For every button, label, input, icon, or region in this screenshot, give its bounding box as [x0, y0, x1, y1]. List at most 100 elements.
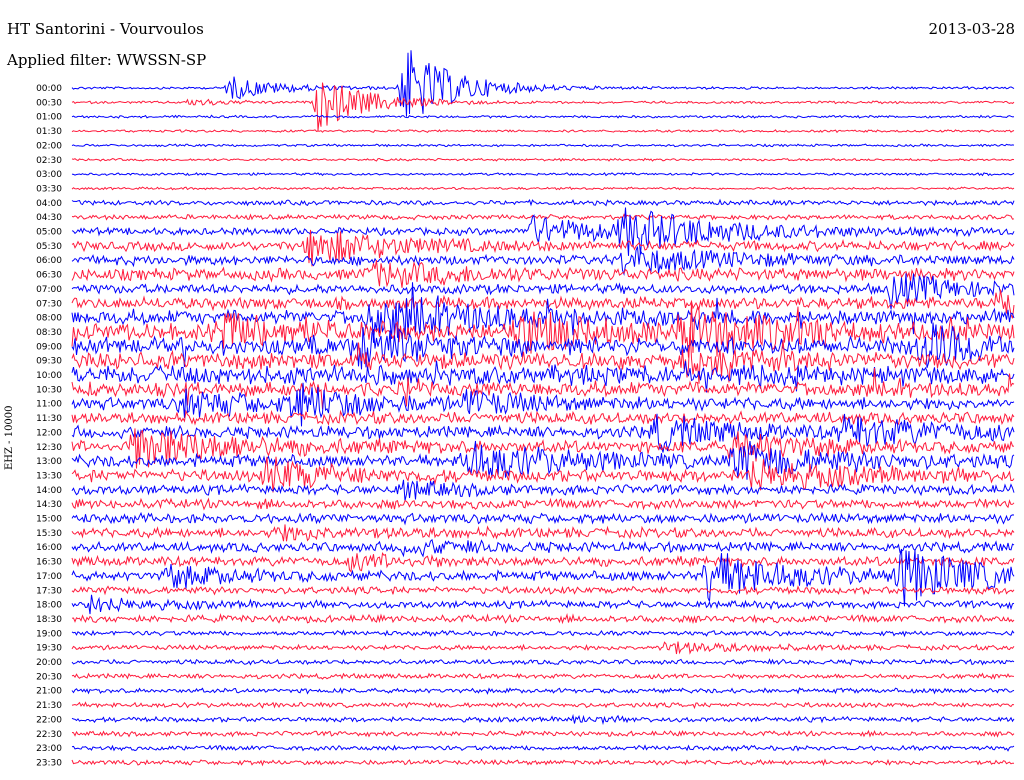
- trace-1930: [71, 641, 1015, 655]
- trace-1100: [71, 382, 1015, 427]
- time-label-1930: 19:30: [36, 644, 62, 654]
- time-label-0200: 02:00: [36, 141, 62, 151]
- time-label-2200: 22:00: [36, 715, 62, 725]
- time-label-0000: 00:00: [36, 84, 62, 94]
- time-label-1600: 16:00: [36, 543, 62, 553]
- time-label-0130: 01:30: [36, 127, 62, 137]
- time-label-2130: 21:30: [36, 701, 62, 711]
- time-label-0600: 06:00: [36, 256, 62, 266]
- time-label-0400: 04:00: [36, 199, 62, 209]
- trace-2130: [71, 701, 1015, 710]
- time-label-1230: 12:30: [36, 443, 62, 453]
- time-label-0230: 02:30: [36, 156, 62, 166]
- trace-2030: [71, 672, 1015, 680]
- time-label-1830: 18:30: [36, 615, 62, 625]
- plot-date: 2013-03-28: [928, 20, 1015, 38]
- trace-0830: [71, 303, 1015, 358]
- trace-1200: [71, 413, 1015, 453]
- seismic-traces: [71, 50, 1015, 767]
- station-title: HT Santorini - Vourvoulos: [7, 20, 204, 38]
- time-label-1800: 18:00: [36, 601, 62, 611]
- trace-1730: [71, 585, 1015, 596]
- trace-1500: [71, 511, 1015, 526]
- trace-0800: [71, 282, 1015, 343]
- trace-1530: [71, 524, 1015, 542]
- trace-0230: [71, 157, 1015, 162]
- time-label-2100: 21:00: [36, 687, 62, 697]
- trace-2000: [71, 658, 1015, 666]
- time-label-0300: 03:00: [36, 170, 62, 180]
- trace-0030: [71, 82, 1015, 131]
- trace-0400: [71, 198, 1015, 207]
- trace-0530: [71, 229, 1015, 267]
- trace-1700: [71, 548, 1015, 607]
- trace-2230: [71, 729, 1015, 738]
- time-label-0700: 07:00: [36, 285, 62, 295]
- time-label-0830: 08:30: [36, 328, 62, 338]
- trace-0430: [71, 213, 1015, 221]
- time-label-1200: 12:00: [36, 428, 62, 438]
- time-label-0100: 01:00: [36, 113, 62, 123]
- trace-0600: [71, 246, 1015, 277]
- trace-0700: [71, 273, 1015, 310]
- trace-1600: [71, 538, 1015, 558]
- trace-0900: [71, 322, 1015, 370]
- time-label-0630: 06:30: [36, 271, 62, 281]
- time-label-1330: 13:30: [36, 471, 62, 481]
- trace-0300: [71, 172, 1015, 177]
- trace-1000: [71, 360, 1015, 393]
- trace-1900: [71, 629, 1015, 638]
- time-label-1100: 11:00: [36, 400, 62, 410]
- trace-1800: [71, 594, 1015, 615]
- time-label-0530: 05:30: [36, 242, 62, 252]
- time-label-0800: 08:00: [36, 314, 62, 324]
- time-label-1430: 14:30: [36, 500, 62, 510]
- time-label-1500: 15:00: [36, 515, 62, 525]
- trace-1230: [71, 428, 1015, 469]
- time-label-2330: 23:30: [36, 758, 62, 768]
- trace-1430: [71, 497, 1015, 511]
- time-label-1700: 17:00: [36, 572, 62, 582]
- trace-0100: [71, 114, 1015, 119]
- trace-0200: [71, 143, 1015, 148]
- trace-0730: [71, 289, 1015, 319]
- trace-1400: [71, 479, 1015, 501]
- trace-0000: [71, 50, 1015, 117]
- time-label-2030: 20:30: [36, 672, 62, 682]
- time-label-1730: 17:30: [36, 586, 62, 596]
- time-label-2300: 23:00: [36, 744, 62, 754]
- trace-1630: [71, 552, 1015, 573]
- time-label-0900: 09:00: [36, 342, 62, 352]
- time-label-1900: 19:00: [36, 629, 62, 639]
- time-label-2000: 20:00: [36, 658, 62, 668]
- time-label-0930: 09:30: [36, 357, 62, 367]
- time-label-0730: 07:30: [36, 299, 62, 309]
- trace-2330: [71, 758, 1014, 767]
- time-label-0430: 04:30: [36, 213, 62, 223]
- time-label-0330: 03:30: [36, 184, 62, 194]
- trace-1030: [71, 367, 1015, 410]
- applied-filter-label: Applied filter: WWSSN-SP: [7, 51, 207, 69]
- trace-1330: [71, 456, 1015, 493]
- trace-0930: [71, 327, 1015, 384]
- time-label-1630: 16:30: [36, 558, 62, 568]
- trace-0330: [71, 186, 1015, 191]
- time-label-1400: 14:00: [36, 486, 62, 496]
- time-label-1300: 13:00: [36, 457, 62, 467]
- time-label-2230: 22:30: [36, 730, 62, 740]
- time-label-0030: 00:30: [36, 98, 62, 108]
- trace-0130: [71, 129, 1015, 134]
- trace-2200: [71, 713, 1015, 726]
- trace-0630: [71, 260, 1015, 288]
- time-label-1530: 15:30: [36, 529, 62, 539]
- trace-1130: [71, 409, 1015, 426]
- trace-0500: [71, 207, 1015, 256]
- time-label-0500: 05:00: [36, 228, 62, 238]
- time-tick-labels: 00:00 00:30 01:00 01:30 02:00 02:30 03:00 03:30…: [36, 84, 62, 768]
- trace-1300: [71, 440, 1015, 480]
- trace-2300: [71, 744, 1015, 752]
- trace-1830: [71, 612, 1015, 625]
- time-label-1000: 10:00: [36, 371, 62, 381]
- time-label-1130: 11:30: [36, 414, 62, 424]
